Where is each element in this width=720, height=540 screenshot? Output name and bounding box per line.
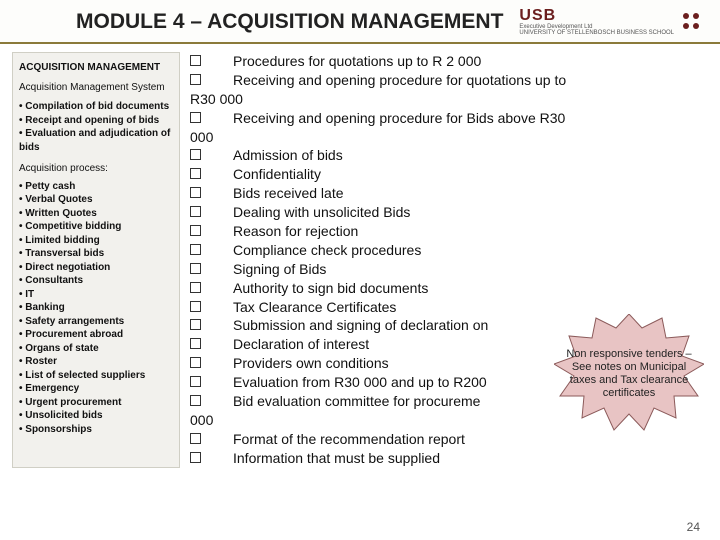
checkbox-icon [190,263,201,274]
sidebar-list2: Petty cashVerbal QuotesWritten QuotesCom… [19,180,173,437]
row-text: Receiving and opening procedure for Bids… [219,109,708,128]
checkbox-icon [190,357,201,368]
checkbox-icon [190,168,201,179]
row-text: Signing of Bids [219,260,708,279]
checkbox-icon [190,112,201,123]
content-row: Dealing with unsolicited Bids [190,203,708,222]
logo-icon [680,10,704,34]
sidebar: ACQUISITION MANAGEMENT Acquisition Manag… [12,52,180,468]
checkbox-icon [190,319,201,330]
checkbox-icon [190,149,201,160]
logo: USB Executive Development Ltd UNIVERSITY… [519,8,704,36]
sidebar-item: Banking [19,301,173,315]
checkbox-icon [190,206,201,217]
checkbox-icon [190,74,201,85]
row-text: Bids received late [219,184,708,203]
content-row: R30 000 [190,90,708,109]
sidebar-item: Sponsorships [19,423,173,437]
checkbox-icon [190,244,201,255]
sidebar-sub2: Acquisition process: [19,162,173,176]
sidebar-item: List of selected suppliers [19,369,173,383]
checkbox-icon [190,395,201,406]
sidebar-item: Urgent procurement [19,396,173,410]
sidebar-item: Competitive bidding [19,220,173,234]
sidebar-item: Petty cash [19,180,173,194]
content-row: Information that must be supplied [190,449,708,468]
row-text: Dealing with unsolicited Bids [219,203,708,222]
logo-sub2: UNIVERSITY OF STELLENBOSCH BUSINESS SCHO… [519,30,674,36]
row-text: Authority to sign bid documents [219,279,708,298]
checkbox-icon [190,376,201,387]
sidebar-sub1: Acquisition Management System [19,81,173,95]
body: ACQUISITION MANAGEMENT Acquisition Manag… [0,44,720,468]
sidebar-item: Roster [19,355,173,369]
content-row: Confidentiality [190,165,708,184]
sidebar-item: Unsolicited bids [19,409,173,423]
row-text: Reason for rejection [219,222,708,241]
content-row: Procedures for quotations up to R 2 000 [190,52,708,71]
content-row: Signing of Bids [190,260,708,279]
row-text: Procedures for quotations up to R 2 000 [219,52,708,71]
page-number: 24 [687,520,700,534]
row-text: 000 [190,128,213,147]
callout-starburst: Non responsive tenders – See notes on Mu… [554,314,704,434]
checkbox-icon [190,225,201,236]
header: MODULE 4 – ACQUISITION MANAGEMENT USB Ex… [0,0,720,44]
content-row: Receiving and opening procedure for quot… [190,71,708,90]
checkbox-icon [190,187,201,198]
content-row: Admission of bids [190,146,708,165]
row-text: 000 [190,411,213,430]
logo-main: USB [519,8,674,24]
content-row: Compliance check procedures [190,241,708,260]
sidebar-item: Safety arrangements [19,315,173,329]
content-row: Reason for rejection [190,222,708,241]
page-title: MODULE 4 – ACQUISITION MANAGEMENT [20,10,519,34]
content-row: Receiving and opening procedure for Bids… [190,109,708,128]
content-row: Bids received late [190,184,708,203]
content-row: Authority to sign bid documents [190,279,708,298]
row-text: Information that must be supplied [219,449,708,468]
checkbox-icon [190,282,201,293]
sidebar-item: Consultants [19,274,173,288]
sidebar-item: Written Quotes [19,207,173,221]
sidebar-item: Verbal Quotes [19,193,173,207]
sidebar-item: Receipt and opening of bids [19,114,173,128]
sidebar-list1: Compilation of bid documentsReceipt and … [19,100,173,154]
row-text: R30 000 [190,90,243,109]
sidebar-item: Transversal bids [19,247,173,261]
callout-text: Non responsive tenders – See notes on Mu… [554,348,704,401]
row-text: Compliance check procedures [219,241,708,260]
sidebar-item: Organs of state [19,342,173,356]
row-text: Receiving and opening procedure for quot… [219,71,708,90]
sidebar-item: Evaluation and adjudication of bids [19,127,173,154]
sidebar-item: IT [19,288,173,302]
row-text: Admission of bids [219,146,708,165]
sidebar-item: Procurement abroad [19,328,173,342]
checkbox-icon [190,55,201,66]
sidebar-item: Emergency [19,382,173,396]
sidebar-item: Direct negotiation [19,261,173,275]
checkbox-icon [190,452,201,463]
sidebar-item: Compilation of bid documents [19,100,173,114]
sidebar-heading: ACQUISITION MANAGEMENT [19,61,173,75]
checkbox-icon [190,301,201,312]
main-content: Procedures for quotations up to R 2 000R… [190,52,708,468]
row-text: Confidentiality [219,165,708,184]
sidebar-item: Limited bidding [19,234,173,248]
checkbox-icon [190,338,201,349]
content-row: 000 [190,128,708,147]
checkbox-icon [190,433,201,444]
